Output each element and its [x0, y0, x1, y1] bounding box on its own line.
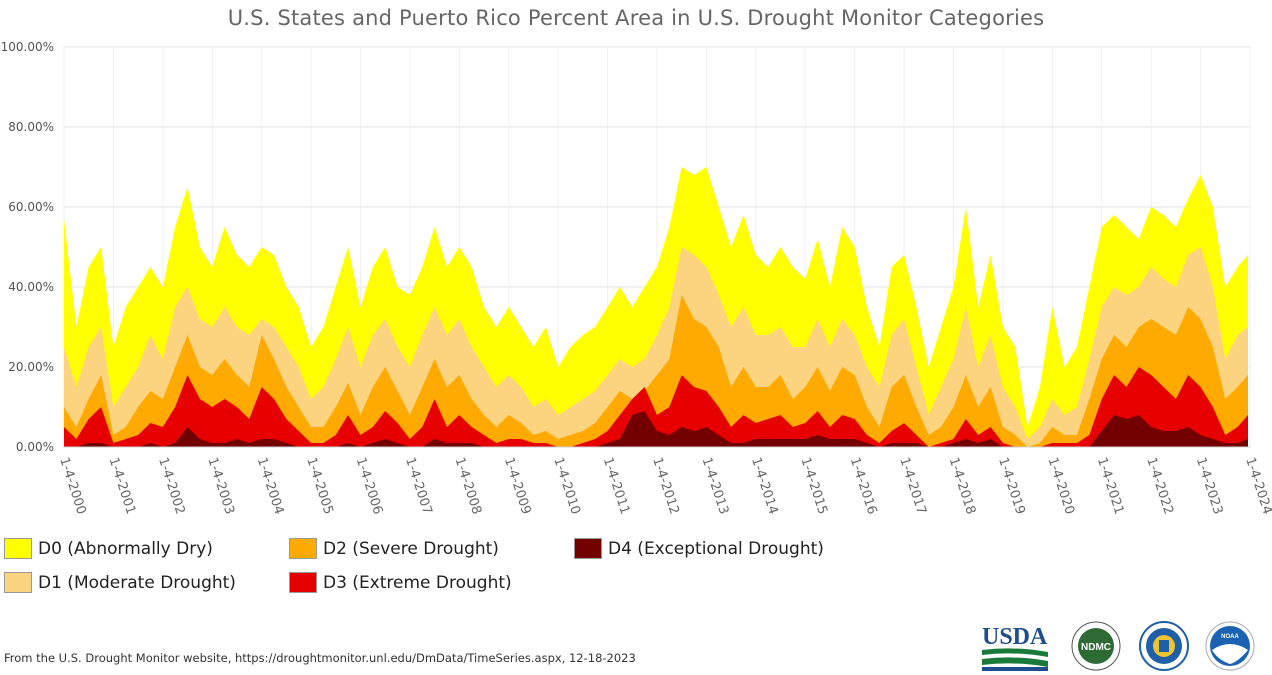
x-tick-label: 1-4-2012: [649, 456, 682, 517]
legend-label-d4: D4 (Exceptional Drought): [608, 538, 824, 559]
legend-label-d0: D0 (Abnormally Dry): [38, 538, 213, 559]
legend-label-d2: D2 (Severe Drought): [323, 538, 499, 559]
legend-item-d2[interactable]: D2 (Severe Drought): [289, 538, 499, 559]
legend-label-d3: D3 (Extreme Drought): [323, 572, 512, 593]
x-tick-label: 1-4-2014: [748, 456, 781, 517]
noaa-logo: NOAA: [1205, 621, 1255, 671]
legend-swatch-d2: [289, 538, 317, 559]
x-tick-label: 1-4-2013: [699, 456, 732, 517]
x-tick-label: 1-4-2022: [1143, 456, 1176, 517]
legend-item-d1[interactable]: D1 (Moderate Drought): [4, 572, 236, 593]
ndmc-logo: NDMC: [1071, 621, 1121, 671]
x-tick-label: 1-4-2002: [155, 456, 188, 517]
legend-swatch-d1: [4, 572, 32, 593]
y-tick-label: 60.00%: [8, 200, 54, 214]
x-tick-label: 1-4-2019: [995, 456, 1028, 517]
x-tick-label: 1-4-2016: [847, 456, 880, 517]
legend: D0 (Abnormally Dry) D1 (Moderate Drought…: [4, 538, 904, 608]
source-footer: From the U.S. Drought Monitor website, h…: [4, 651, 636, 665]
x-tick-label: 1-4-2017: [896, 456, 929, 517]
x-tick-label: 1-4-2018: [946, 456, 979, 517]
x-tick-label: 1-4-2001: [106, 456, 139, 517]
chart-title: U.S. States and Puerto Rico Percent Area…: [227, 6, 1045, 30]
legend-label-d1: D1 (Moderate Drought): [38, 572, 236, 593]
x-tick-label: 1-4-2004: [254, 456, 287, 517]
commerce-seal-logo: [1139, 621, 1189, 671]
svg-text:USDA: USDA: [982, 624, 1048, 650]
y-tick-label: 80.00%: [8, 120, 54, 134]
y-tick-labels: 0.00% 20.00% 40.00% 60.00% 80.00% 100.00%: [1, 40, 54, 454]
legend-swatch-d0: [4, 538, 32, 559]
x-tick-label: 1-4-2020: [1045, 456, 1078, 517]
x-tick-label: 1-4-2003: [204, 456, 237, 517]
x-tick-label: 1-4-2021: [1094, 456, 1127, 517]
series-area-d4: [64, 411, 1248, 447]
y-tick-label: 20.00%: [8, 360, 54, 374]
x-tick-label: 1-4-2015: [797, 456, 830, 517]
legend-item-d0[interactable]: D0 (Abnormally Dry): [4, 538, 213, 559]
x-tick-label: 1-4-2023: [1193, 456, 1226, 517]
svg-text:NDMC: NDMC: [1081, 642, 1111, 653]
x-tick-label: 1-4-2007: [402, 456, 435, 517]
x-tick-label: 1-4-2000: [56, 456, 89, 517]
svg-text:NOAA: NOAA: [1221, 634, 1239, 640]
x-tick-label: 1-4-2010: [550, 456, 583, 517]
x-tick-label: 1-4-2011: [600, 456, 633, 517]
x-tick-label: 1-4-2008: [452, 456, 485, 517]
legend-item-d4[interactable]: D4 (Exceptional Drought): [574, 538, 824, 559]
partner-logos: USDA NDMC NOAA: [982, 621, 1255, 671]
y-tick-label: 0.00%: [16, 440, 54, 454]
x-tick-label: 1-4-2005: [303, 456, 336, 517]
x-tick-label: 1-4-2009: [501, 456, 534, 517]
y-tick-label: 40.00%: [8, 280, 54, 294]
x-tick-label: 1-4-2024: [1242, 456, 1272, 517]
legend-item-d3[interactable]: D3 (Extreme Drought): [289, 572, 512, 593]
x-tick-label: 1-4-2006: [353, 456, 386, 517]
y-tick-label: 100.00%: [1, 40, 54, 54]
series-areas: [64, 167, 1248, 447]
x-tick-labels: 1-4-2000 1-4-2001 1-4-2002 1-4-2003 1-4-2004…: [56, 456, 1272, 517]
series-area-d1: [64, 247, 1248, 447]
legend-swatch-d4: [574, 538, 602, 559]
usda-logo: USDA: [982, 624, 1048, 671]
legend-swatch-d3: [289, 572, 317, 593]
